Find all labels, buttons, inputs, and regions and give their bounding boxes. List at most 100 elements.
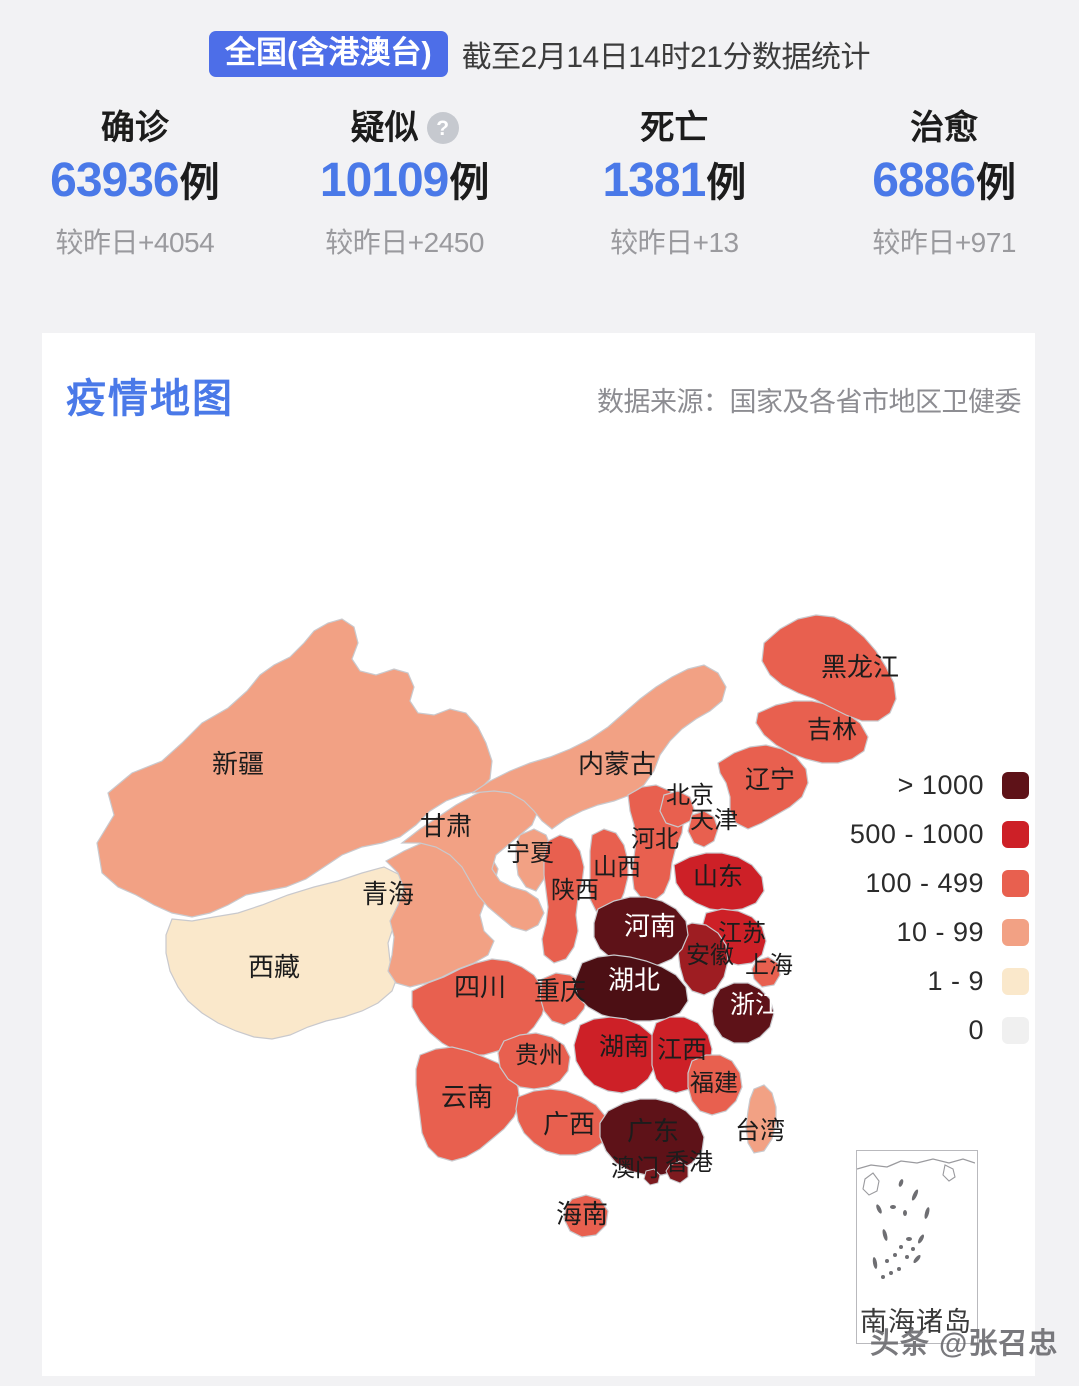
province-shape-sichuan[interactable] [411,958,547,1056]
stat-unit: 例 [706,161,747,205]
province-shape-zhejiang[interactable] [711,982,775,1044]
province-shape-taiwan[interactable] [745,1084,777,1154]
province-label-fujian: 福建 [690,1070,738,1097]
province-label-heilongjiang: 黑龙江 [821,652,899,682]
stat-label-line: 确诊 [101,105,169,151]
province-shape-guangxi[interactable] [515,1088,609,1156]
stat-number: 6886 [872,154,976,207]
province-label-yunnan: 云南 [441,1082,493,1112]
province-label-jiangxi: 江西 [657,1036,707,1064]
province-shape-xinjiang[interactable] [96,618,493,918]
stat-number: 10109 [319,154,449,207]
stat-label-line: 疑似 ? [351,105,459,151]
province-shape-yunnan[interactable] [415,1046,521,1162]
south-china-sea-inset[interactable] [856,1150,978,1344]
stat-card-deaths: 死亡 1381 例 较昨日+13 [540,105,810,285]
province-shape-heilongjiang[interactable] [761,614,897,722]
province-label-guizhou: 贵州 [515,1042,563,1069]
province-label-guangdong: 广东 [627,1116,679,1146]
stat-delta: 较昨日+2450 [325,227,484,258]
legend-swatch [1002,919,1029,946]
legend-row[interactable]: 1 - 9 [849,957,1029,1006]
as-of-timestamp: 截至2月14日14时21分数据统计 [461,41,871,74]
china-choropleth-map[interactable]: 新疆 西藏 青海 甘肃 宁夏 内蒙古 陕西 四川 重庆 云南 贵州 广西 山西 … [42,443,1035,1363]
scope-badge[interactable]: 全国(含港澳台) [209,31,448,77]
province-shape-hongkong[interactable] [665,1160,689,1184]
province-shape-anhui[interactable] [677,922,729,996]
map-data-source: 数据来源：国家及各省市地区卫健委 [597,387,1022,417]
province-shape-tibet[interactable] [165,866,407,1040]
stat-label-line: 死亡 [640,105,708,151]
legend-label: 0 [968,1015,984,1045]
legend-row[interactable]: 10 - 99 [849,908,1029,957]
legend-row[interactable]: > 1000 [849,761,1029,810]
province-label-xinjiang: 新疆 [212,749,264,779]
province-shape-fujian[interactable] [687,1054,743,1116]
stat-value-line: 1381 例 [602,157,746,217]
map-card-header: 疫情地图 数据来源：国家及各省市地区卫健委 [42,333,1035,453]
province-label-zhejiang: 浙江 [730,991,780,1019]
province-label-sichuan: 四川 [454,972,506,1002]
province-label-gansu: 甘肃 [420,811,472,841]
province-shape-macau[interactable] [643,1168,661,1186]
province-label-jilin: 吉林 [807,716,857,744]
stat-card-confirmed: 确诊 63936 例 较昨日+4054 [0,105,270,285]
province-label-jiangsu: 江苏 [718,920,766,947]
stat-value-line: 63936 例 [50,157,219,217]
province-label-tianjin: 天津 [690,807,738,834]
province-label-shandong: 山东 [693,863,743,891]
stat-delta: 较昨日+13 [610,227,739,258]
stat-label: 确诊 [100,109,169,147]
stat-label-line: 治愈 [910,105,978,151]
stat-delta: 较昨日+971 [872,227,1016,258]
province-label-hainan: 海南 [556,1199,608,1229]
legend-label: > 1000 [897,770,984,800]
province-labels: 新疆 西藏 青海 甘肃 宁夏 内蒙古 陕西 四川 重庆 云南 贵州 广西 山西 … [212,652,899,1229]
province-shape-guangdong[interactable] [599,1098,705,1176]
province-shape-hubei[interactable] [573,954,689,1022]
province-label-shaanxi: 陕西 [551,877,599,904]
province-shape-liaoning[interactable] [717,744,809,830]
south-sea-inset-map [857,1158,975,1279]
province-shape-hunan[interactable] [573,1016,659,1094]
province-shape-henan[interactable] [593,896,689,968]
province-label-hunan: 湖南 [599,1033,649,1061]
province-label-liaoning: 辽宁 [745,766,795,794]
province-label-anhui: 安徽 [686,942,734,969]
legend-row[interactable]: 0 [849,1006,1029,1055]
province-shape-jilin[interactable] [755,700,869,764]
stat-unit: 例 [976,161,1017,205]
province-shape-shaanxi[interactable] [541,834,585,964]
province-shape-ningxia[interactable] [515,828,553,892]
stat-unit: 例 [449,161,490,205]
legend-swatch [1002,772,1029,799]
province-shape-inner-mongolia[interactable] [471,664,727,830]
china-map-area[interactable]: 新疆 西藏 青海 甘肃 宁夏 内蒙古 陕西 四川 重庆 云南 贵州 广西 山西 … [42,443,1035,1363]
province-label-chongqing: 重庆 [534,976,586,1006]
province-label-guangxi: 广西 [543,1109,595,1139]
legend-swatch [1002,870,1029,897]
help-icon[interactable]: ? [426,112,459,144]
legend-swatch [1002,1017,1029,1044]
map-title: 疫情地图 [66,377,234,421]
province-shape-shandong[interactable] [673,852,765,912]
province-label-tibet: 西藏 [248,952,300,982]
summary-band: 全国(含港澳台) 截至2月14日14时21分数据统计 确诊 63936 例 较昨… [0,0,1079,333]
province-label-taiwan: 台湾 [735,1117,785,1145]
province-label-hebei: 河北 [631,826,679,853]
province-label-hongkong: 香港 [665,1149,713,1176]
stat-card-recovered: 治愈 6886 例 较昨日+971 [809,105,1079,285]
stat-delta: 较昨日+4054 [55,227,215,258]
stat-number: 63936 [50,154,179,207]
stat-value-line: 10109 例 [320,157,489,217]
header-row: 全国(含港澳台) 截至2月14日14时21分数据统计 [0,28,1079,80]
province-shape-shanghai[interactable] [751,956,781,988]
province-label-hubei: 湖北 [608,965,660,995]
province-shape-hainan[interactable] [563,1194,609,1238]
legend-swatch [1002,821,1029,848]
legend-row[interactable]: 100 - 499 [849,859,1029,908]
legend-row[interactable]: 500 - 1000 [849,810,1029,859]
province-shape-guizhou[interactable] [497,1032,571,1090]
province-shape-tianjin[interactable] [687,810,719,848]
province-label-macau: 澳门 [611,1155,659,1182]
